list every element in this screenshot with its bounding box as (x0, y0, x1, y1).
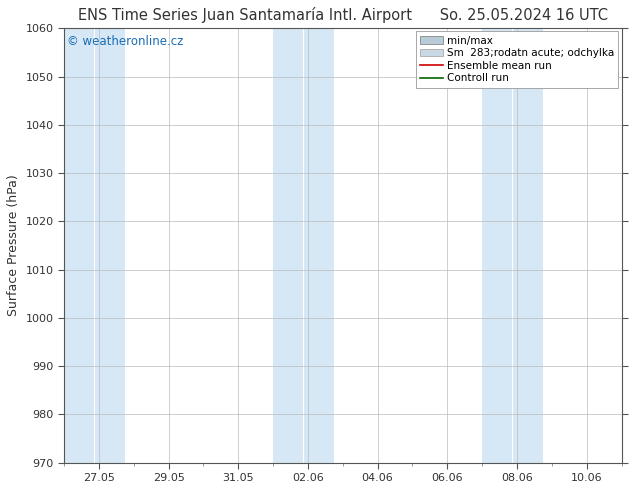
Legend: min/max, Sm  283;rodatn acute; odchylka, Ensemble mean run, Controll run: min/max, Sm 283;rodatn acute; odchylka, … (416, 31, 618, 88)
Bar (514, 28, 543, 463)
Bar (482, 28, 512, 463)
Bar (304, 28, 334, 463)
Bar (95, 28, 125, 463)
Bar (273, 28, 302, 463)
Y-axis label: Surface Pressure (hPa): Surface Pressure (hPa) (7, 174, 20, 317)
Bar (64, 28, 94, 463)
Title: ENS Time Series Juan Santamaría Intl. Airport      So. 25.05.2024 16 UTC: ENS Time Series Juan Santamaría Intl. Ai… (78, 7, 608, 23)
Text: © weatheronline.cz: © weatheronline.cz (67, 35, 183, 48)
